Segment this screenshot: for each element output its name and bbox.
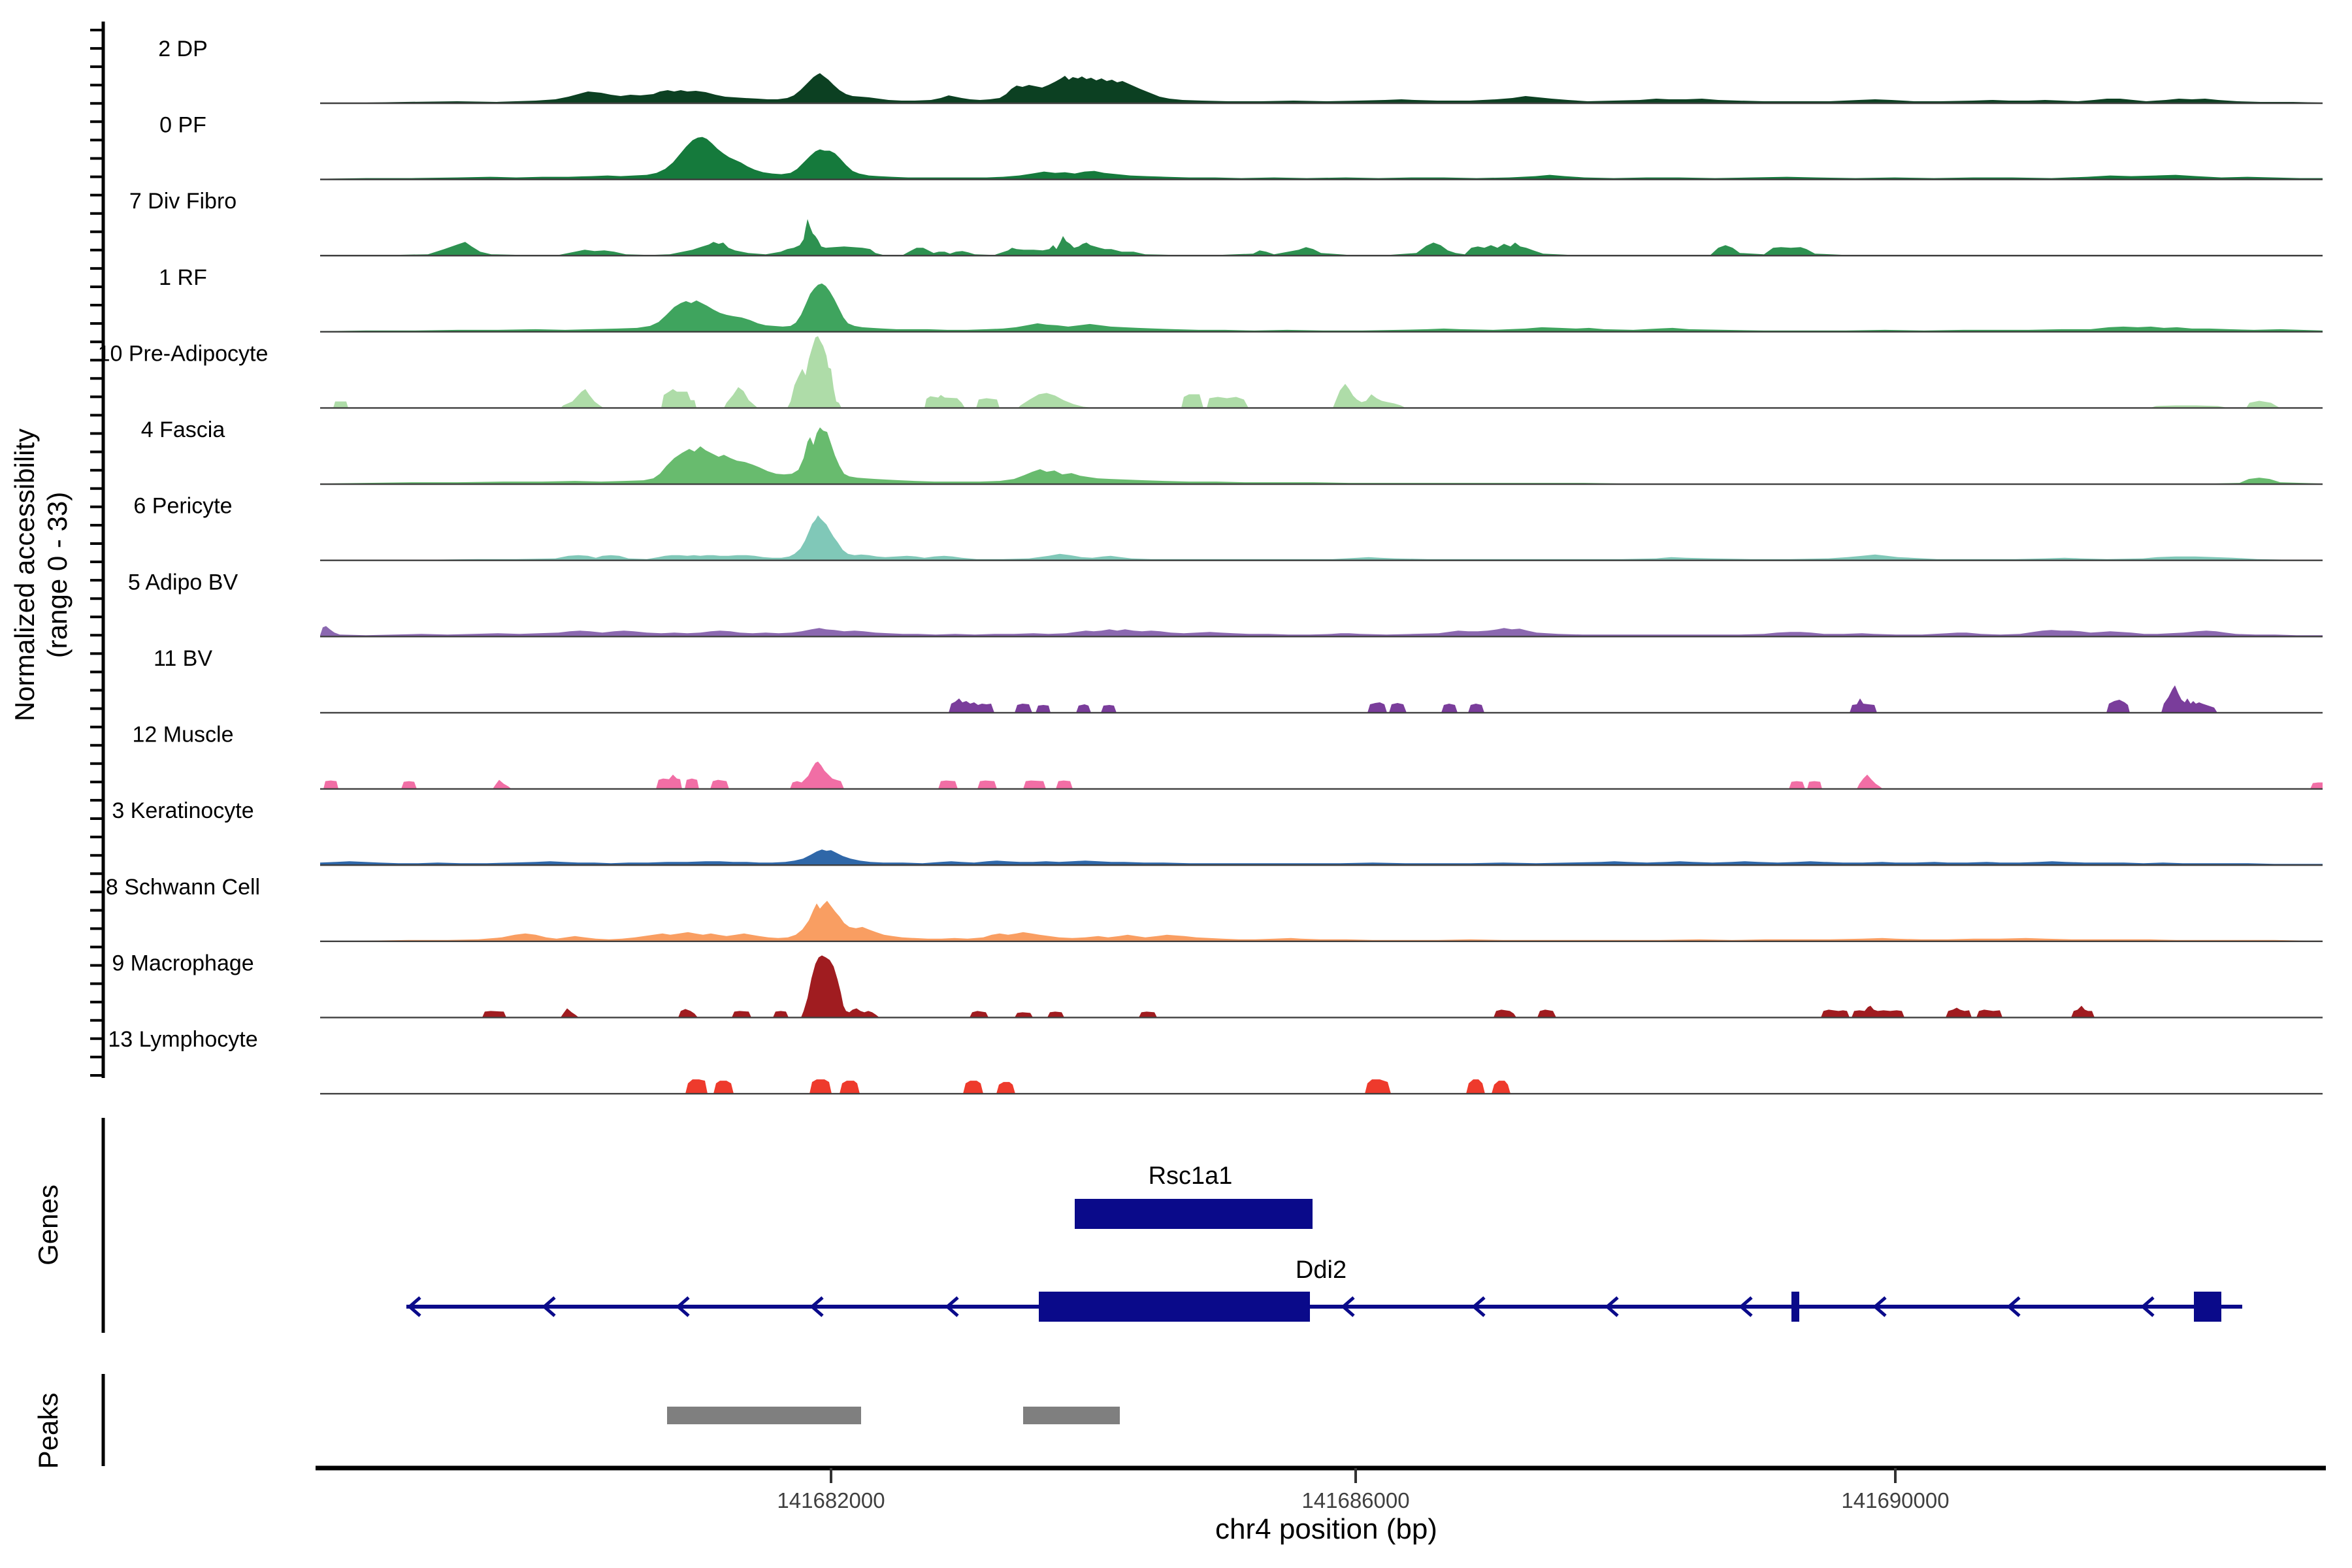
genes-section: Genes Rsc1a1 Ddi2	[33, 1118, 2242, 1333]
track-signal-area	[320, 73, 2323, 103]
track-label: 10 Pre-Adipocyte	[98, 341, 269, 366]
y-axis: Normalized accessibility (range 0 - 33)	[9, 22, 105, 1078]
track-signal-area	[320, 849, 2323, 866]
track-row-12-muscle: 12 Muscle	[133, 723, 2323, 790]
track-label: 5 Adipo BV	[128, 570, 238, 595]
track-row-5-adipo-bv: 5 Adipo BV	[128, 570, 2323, 638]
gene-strand-arrow	[809, 1296, 824, 1317]
gene-name-label: Ddi2	[1296, 1256, 1347, 1284]
track-label: 13 Lymphocyte	[108, 1027, 257, 1052]
track-row-1-rf: 1 RF	[159, 265, 2323, 333]
gene-exon-box	[1075, 1199, 1313, 1229]
gene-model-ddi2: Ddi2	[406, 1256, 2242, 1322]
track-signal-area	[320, 955, 2323, 1018]
track-row-11-bv: 11 BV	[154, 646, 2323, 714]
x-axis-tick-label: 141682000	[777, 1488, 885, 1512]
track-row-0-pf: 0 PF	[159, 113, 2323, 180]
x-axis-tick-label: 141686000	[1301, 1488, 1409, 1512]
track-label: 6 Pericyte	[133, 494, 232, 519]
genes-section-label: Genes	[33, 1184, 63, 1266]
track-signal-area	[320, 900, 2323, 941]
gene-name-label: Rsc1a1	[1149, 1162, 1233, 1190]
track-label: 4 Fascia	[141, 417, 225, 442]
tracks-panel: 2 DP 0 PF 7 Div Fibro 1 RF 10 Pre-Adipocyte 4…	[98, 37, 2323, 1095]
track-label: 2 DP	[158, 37, 208, 61]
gene-strand-arrow	[407, 1296, 421, 1317]
track-row-13-lymphocyte: 13 Lymphocyte	[108, 1027, 2323, 1095]
track-label: 1 RF	[159, 265, 207, 290]
track-label: 3 Keratinocyte	[112, 798, 253, 823]
track-row-7-div-fibro: 7 Div Fibro	[129, 189, 2323, 257]
track-signal-area	[320, 515, 2323, 561]
peaks-section: Peaks	[33, 1374, 1120, 1469]
track-row-10-pre-adipocyte: 10 Pre-Adipocyte	[98, 336, 2323, 409]
track-row-6-pericyte: 6 Pericyte	[133, 494, 2323, 561]
track-row-2-dp: 2 DP	[158, 37, 2323, 105]
track-label: 8 Schwann Cell	[106, 875, 260, 900]
gene-strand-arrow	[1471, 1296, 1486, 1317]
gene-strand-arrow	[1605, 1296, 1619, 1317]
track-row-9-macrophage: 9 Macrophage	[112, 951, 2323, 1019]
track-signal-area	[320, 219, 2323, 256]
peak-region-bar	[667, 1407, 861, 1424]
gene-exon-box	[1039, 1292, 1310, 1322]
track-signal-area	[320, 626, 2323, 637]
peaks-section-label: Peaks	[33, 1393, 63, 1469]
gene-strand-arrow	[945, 1296, 959, 1317]
y-axis-title-line1: Normalized accessibility	[9, 429, 40, 721]
gene-strand-arrow	[1739, 1296, 1753, 1317]
gene-exon-box	[1791, 1292, 1799, 1322]
gene-strand-arrow	[542, 1296, 556, 1317]
track-signal-area	[320, 137, 2323, 180]
x-axis-title: chr4 position (bp)	[1215, 1513, 1437, 1545]
track-signal-area	[320, 761, 2323, 789]
track-label: 0 PF	[159, 113, 206, 138]
track-row-3-keratinocyte: 3 Keratinocyte	[112, 798, 2323, 866]
y-axis-title-line2: (range 0 - 33)	[42, 492, 73, 658]
track-label: 11 BV	[154, 646, 212, 671]
track-row-4-fascia: 4 Fascia	[141, 417, 2323, 485]
track-label: 7 Div Fibro	[129, 189, 237, 214]
track-label: 9 Macrophage	[112, 951, 253, 975]
x-axis-tick-label: 141690000	[1841, 1488, 1949, 1512]
track-signal-area	[320, 283, 2323, 332]
track-signal-area	[320, 685, 2323, 713]
track-signal-area	[320, 427, 2323, 485]
gene-model-rsc1a1: Rsc1a1	[1075, 1162, 1313, 1229]
track-signal-area	[320, 336, 2323, 408]
track-signal-area	[320, 1079, 2323, 1094]
x-axis: 141682000 141686000 141690000 chr4 position…	[316, 1465, 2326, 1545]
gene-strand-arrow	[1341, 1296, 1355, 1317]
gene-strand-arrow	[2006, 1296, 2021, 1317]
track-label: 12 Muscle	[133, 723, 234, 747]
gene-exon-box	[2194, 1292, 2221, 1322]
gene-strand-arrow	[1872, 1296, 1887, 1317]
track-row-8-schwann-cell: 8 Schwann Cell	[106, 875, 2323, 943]
gene-strand-arrow	[2140, 1296, 2155, 1317]
gene-strand-arrow	[676, 1296, 690, 1317]
peak-region-bar	[1023, 1407, 1120, 1424]
